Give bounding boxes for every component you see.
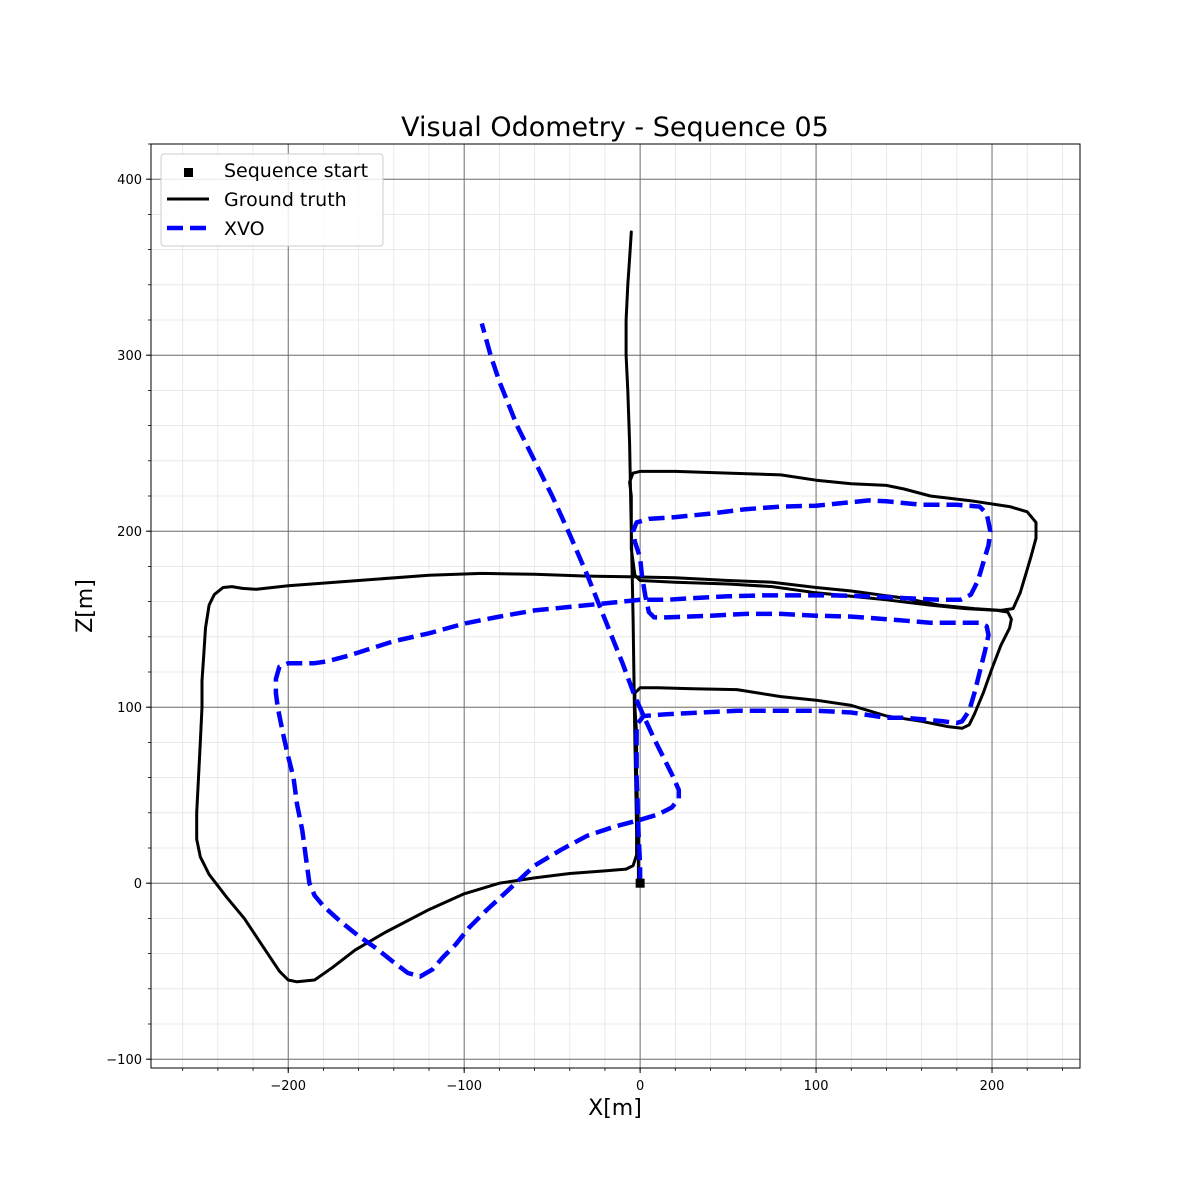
y-tick-label: 200 bbox=[117, 525, 142, 540]
x-tick-label: −100 bbox=[446, 1079, 482, 1094]
legend-box bbox=[160, 153, 384, 247]
y-tick-label: 100 bbox=[117, 701, 142, 716]
legend-xvo-label: XVO bbox=[224, 218, 265, 240]
y-tick-label: 400 bbox=[117, 173, 142, 188]
x-tick-label: 100 bbox=[804, 1079, 829, 1094]
y-tick-label: 300 bbox=[117, 349, 142, 364]
y-axis-label: Z[m] bbox=[73, 579, 98, 633]
sequence-start-marker bbox=[635, 878, 645, 888]
plot-frame bbox=[150, 143, 1081, 1069]
series-ground-truth-line bbox=[195, 230, 1038, 984]
legend-start-label: Sequence start bbox=[224, 160, 368, 182]
x-axis-label: X[m] bbox=[588, 1096, 642, 1121]
legend: Sequence start Ground truth XVO bbox=[160, 153, 384, 247]
x-tick-label: 0 bbox=[636, 1079, 644, 1094]
y-tick-label: 0 bbox=[134, 877, 142, 892]
legend-ground-truth-label: Ground truth bbox=[224, 189, 347, 211]
series-xvo-line bbox=[273, 322, 993, 979]
series-layer bbox=[195, 230, 1038, 984]
x-tick-label: 200 bbox=[980, 1079, 1005, 1094]
tick-marks: −200 −100 0 100 200 −100 0 100 200 300 400 bbox=[106, 143, 1063, 1094]
x-tick-label: −200 bbox=[270, 1079, 306, 1094]
y-tick-label: −100 bbox=[106, 1053, 142, 1068]
chart-title: Visual Odometry - Sequence 05 bbox=[401, 112, 829, 143]
legend-start-marker bbox=[184, 168, 193, 177]
